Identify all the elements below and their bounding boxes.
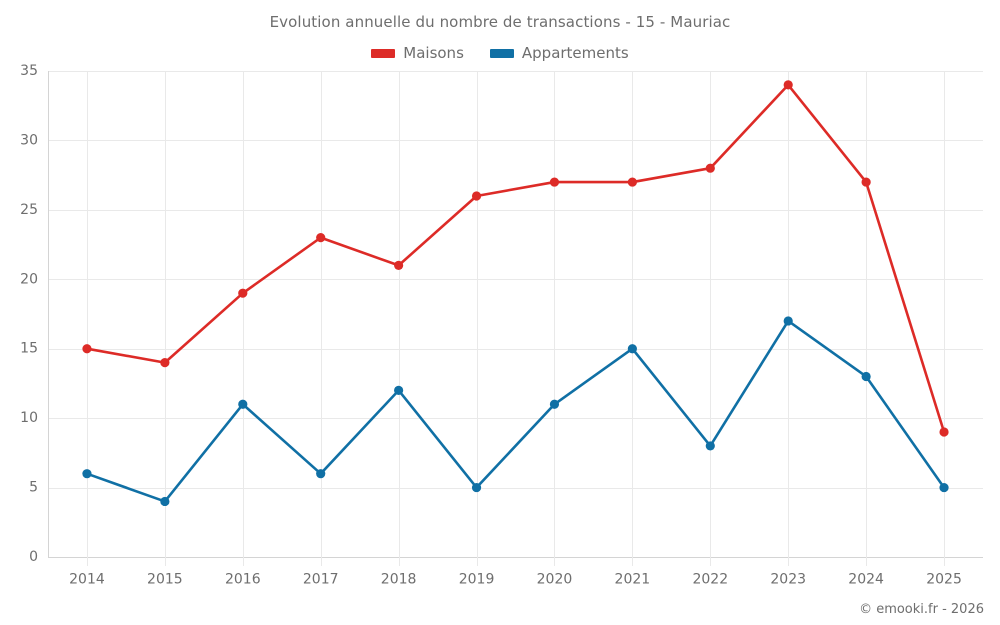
legend-swatch-appartements xyxy=(489,48,514,58)
data-point[interactable] xyxy=(471,482,482,493)
y-axis-tick-label: 25 xyxy=(20,202,38,218)
legend-label-appartements: Appartements xyxy=(521,44,629,62)
data-point[interactable] xyxy=(939,427,949,437)
data-point[interactable] xyxy=(394,385,404,395)
x-axis-tick-label: 2018 xyxy=(381,572,417,588)
copyright-credit: © emooki.fr - 2026 xyxy=(859,602,984,617)
x-axis-tick-label: 2016 xyxy=(225,572,261,588)
data-point[interactable] xyxy=(160,496,170,507)
y-axis-tick-label: 5 xyxy=(29,480,38,496)
series-line-appartements xyxy=(85,319,946,503)
data-point[interactable] xyxy=(705,441,715,451)
data-point[interactable] xyxy=(783,316,793,326)
y-axis-tick-label: 35 xyxy=(20,63,38,79)
y-axis-tick-label: 30 xyxy=(20,132,38,148)
x-axis-tick-label: 2019 xyxy=(459,572,495,588)
data-point[interactable] xyxy=(82,469,92,479)
y-axis-tick-label: 0 xyxy=(29,549,38,565)
legend-item-appartements[interactable]: Appartements xyxy=(489,44,629,62)
data-point[interactable] xyxy=(394,260,404,270)
data-point[interactable] xyxy=(861,177,871,187)
data-point[interactable] xyxy=(316,469,326,479)
legend-label-maisons: Maisons xyxy=(403,44,464,62)
y-axis-tick-label: 15 xyxy=(20,341,38,357)
series-line-maisons xyxy=(85,83,946,434)
x-axis-tick-label: 2021 xyxy=(615,572,651,588)
data-point[interactable] xyxy=(238,288,248,298)
legend-item-maisons[interactable]: Maisons xyxy=(371,44,464,62)
data-point[interactable] xyxy=(160,358,170,368)
y-axis-tick-label: 10 xyxy=(20,410,38,426)
chart-title: Evolution annuelle du nombre de transact… xyxy=(269,13,731,31)
y-axis-tick-label: 20 xyxy=(20,271,38,287)
chart-legend: Maisons Appartements xyxy=(0,44,1000,62)
data-point[interactable] xyxy=(82,344,92,354)
x-axis-tick-label: 2023 xyxy=(770,572,806,588)
x-axis-tick-label: 2020 xyxy=(537,572,573,588)
data-point[interactable] xyxy=(549,177,560,187)
x-axis-tick-label: 2015 xyxy=(147,572,183,588)
data-point[interactable] xyxy=(238,399,248,409)
x-axis-tick-label: 2014 xyxy=(69,572,105,588)
x-axis-tick-label: 2025 xyxy=(926,572,962,588)
data-point[interactable] xyxy=(939,482,949,493)
data-point[interactable] xyxy=(627,177,637,187)
x-axis-tick-label: 2024 xyxy=(848,572,884,588)
data-point[interactable] xyxy=(783,80,793,90)
data-point[interactable] xyxy=(627,344,637,354)
x-axis-tick-label: 2022 xyxy=(692,572,728,588)
x-axis-tick-label: 2017 xyxy=(303,572,339,588)
data-point[interactable] xyxy=(549,399,560,409)
data-point[interactable] xyxy=(861,371,871,382)
data-point[interactable] xyxy=(316,233,326,243)
data-point[interactable] xyxy=(471,191,482,201)
legend-swatch-maisons xyxy=(371,48,396,58)
data-point[interactable] xyxy=(705,163,715,173)
